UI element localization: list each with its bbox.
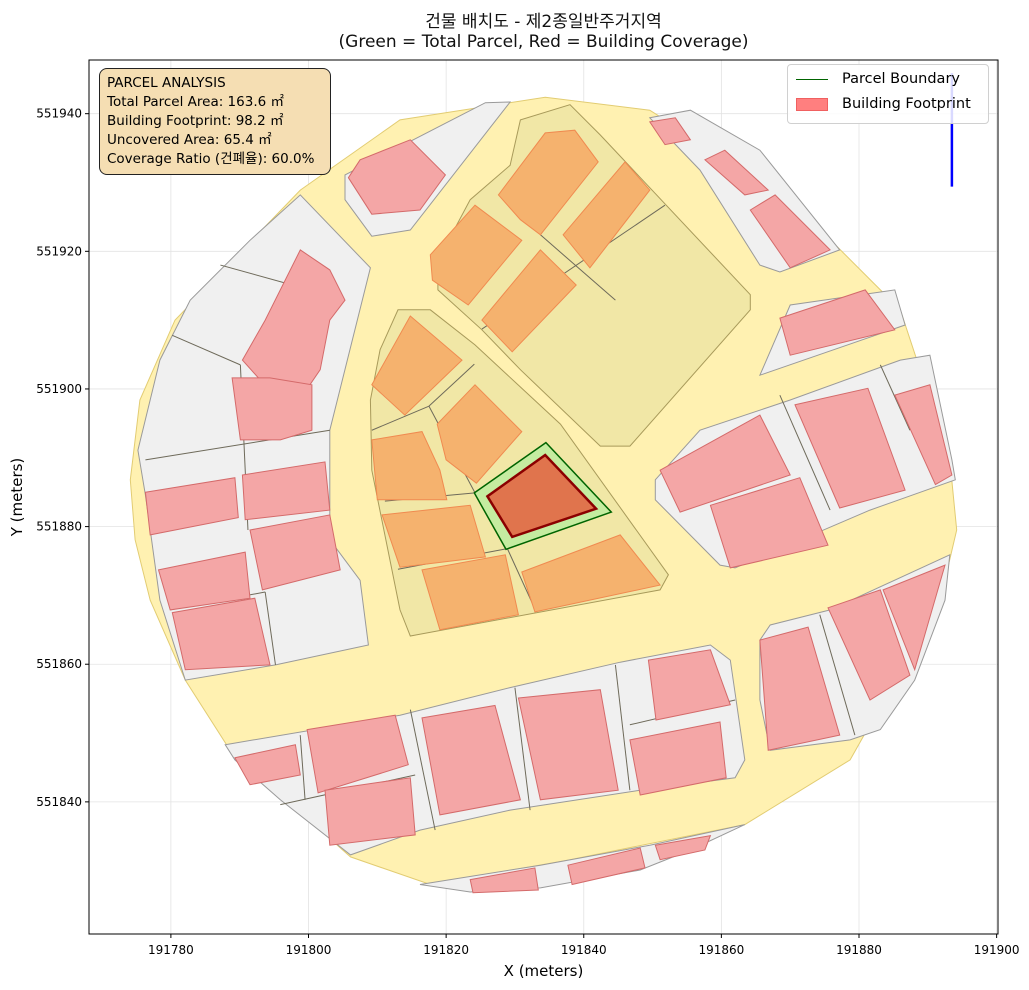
building <box>231 377 313 441</box>
building <box>249 514 341 591</box>
building <box>171 597 271 671</box>
building <box>654 834 712 861</box>
legend-label: Parcel Boundary <box>842 71 960 87</box>
building <box>629 721 727 796</box>
building <box>779 289 896 356</box>
building <box>234 744 301 786</box>
x-tick-label: 191900 <box>974 943 1020 957</box>
lot-line <box>514 687 531 811</box>
legend: Parcel Boundary Building Footprint <box>787 64 989 124</box>
y-tick-label: 551940 <box>36 107 82 121</box>
building <box>647 649 731 721</box>
chart-subtitle: (Green = Total Parcel, Red = Building Co… <box>338 32 749 52</box>
building <box>749 194 831 269</box>
lot-line <box>614 664 631 791</box>
lot-line <box>819 614 856 736</box>
info-heading: PARCEL ANALYSIS <box>107 75 226 91</box>
zone-building <box>429 204 523 306</box>
lot-line <box>172 334 241 366</box>
zone-building <box>371 431 448 501</box>
x-tick-label: 191880 <box>836 943 882 957</box>
y-tick-label: 551920 <box>36 244 82 258</box>
legend-label: Building Footprint <box>842 96 971 112</box>
info-uncovered: Uncovered Area: 65.4 ㎡ <box>107 132 272 148</box>
building <box>709 477 829 569</box>
map-layers <box>129 73 958 894</box>
target-building-footprint <box>485 453 599 539</box>
zone-building <box>521 534 661 613</box>
building <box>517 689 619 801</box>
legend-patch-swatch <box>796 97 828 111</box>
lot-line <box>409 709 436 831</box>
lot-line <box>428 363 475 407</box>
lot-line <box>264 591 276 665</box>
lot-line <box>371 405 430 431</box>
parcel-analysis-box: PARCEL ANALYSIS Total Parcel Area: 163.6… <box>99 68 331 175</box>
building <box>421 704 522 816</box>
y-axis-label: Y (meters) <box>8 458 26 538</box>
building <box>469 867 539 894</box>
x-tick-label: 191780 <box>148 943 194 957</box>
building <box>306 714 409 794</box>
y-tick-label: 551880 <box>36 520 82 534</box>
building <box>567 847 646 886</box>
x-tick-label: 191840 <box>561 943 607 957</box>
zone-building <box>497 129 599 236</box>
legend-item-parcel: Parcel Boundary <box>796 71 960 87</box>
info-footprint: Building Footprint: 98.2 ㎡ <box>107 113 284 129</box>
building <box>704 149 770 196</box>
y-tick-label: 551860 <box>36 657 82 671</box>
building <box>882 564 946 672</box>
building <box>324 777 416 846</box>
zone-building <box>436 384 523 484</box>
building <box>241 461 331 521</box>
chart-title: 건물 배치도 - 제2종일반주거지역 <box>425 12 662 32</box>
legend-line-swatch <box>796 78 828 80</box>
zone-building <box>481 249 577 353</box>
x-tick-label: 191800 <box>286 943 332 957</box>
building <box>894 384 953 486</box>
x-tick-label: 191860 <box>698 943 744 957</box>
y-tick-label: 551840 <box>36 795 82 809</box>
info-total-area: Total Parcel Area: 163.6 ㎡ <box>107 94 284 110</box>
building <box>144 477 239 536</box>
building <box>157 551 251 611</box>
building <box>759 626 841 751</box>
axes-frame <box>88 59 999 935</box>
info-coverage: Coverage Ratio (건폐율): 60.0% <box>107 151 315 167</box>
x-tick-label: 191820 <box>423 943 469 957</box>
lot-line <box>540 234 616 301</box>
building <box>648 117 692 146</box>
x-axis-label: X (meters) <box>504 962 584 980</box>
lot-line <box>779 394 831 511</box>
lot-line <box>879 364 911 431</box>
y-tick-label: 551900 <box>36 382 82 396</box>
building <box>827 589 911 701</box>
legend-item-building: Building Footprint <box>796 96 971 112</box>
lot-line <box>145 429 330 461</box>
lot-line <box>299 735 306 800</box>
zone-building <box>562 161 651 269</box>
zone-building <box>381 504 487 568</box>
building <box>794 387 906 509</box>
building <box>659 414 791 513</box>
zone-building <box>371 315 463 416</box>
building <box>347 139 447 215</box>
zone-building <box>421 554 519 631</box>
